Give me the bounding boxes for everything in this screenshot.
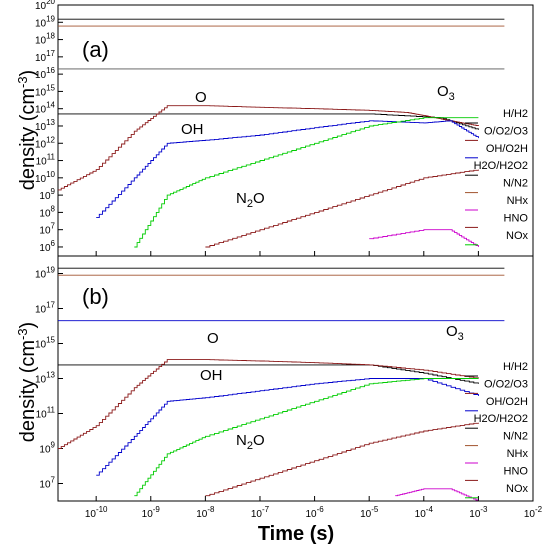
series-line-o-o2-o3 bbox=[58, 105, 479, 191]
panel-b-ylabel: density (cm-3) bbox=[15, 322, 39, 442]
legend-entry-n-n2: N/N2 bbox=[503, 178, 528, 190]
series-line-oh-o2h bbox=[96, 378, 479, 476]
y-tick-label: 108 bbox=[39, 204, 55, 219]
annotation-a-OH: OH bbox=[181, 121, 204, 138]
legend-entry-h2o-h2o2: H2O/H2O2 bbox=[474, 413, 528, 425]
legend-a: H/H2 O/O2/O3 OH/O2H H2O/H2O2 N/N2 NHx HNO NOx bbox=[465, 108, 529, 246]
y-tick-label: 106 bbox=[39, 239, 55, 254]
series-line-nhx bbox=[369, 229, 479, 247]
panel-a-ylabel: density (cm-3) bbox=[15, 70, 39, 190]
annotation-a-N2O: N2O bbox=[236, 190, 265, 210]
x-axis: 10-10 10-9 10-8 10-7 10-6 10-5 10-4 10-3 10-2 bbox=[85, 251, 543, 520]
legend-entry-o-o2-o3: O/O2/O3 bbox=[484, 125, 528, 137]
legend-entry-n-n2: N/N2 bbox=[503, 431, 528, 443]
y-tick-label: 109 bbox=[39, 441, 55, 456]
series-line-nox bbox=[134, 117, 479, 248]
y-tick-label: 109 bbox=[39, 187, 55, 202]
legend-entry-nhx: NHx bbox=[507, 195, 529, 207]
series-line-h2o-h2o2 bbox=[58, 113, 479, 130]
panel-a-label: (a) bbox=[82, 37, 109, 62]
x-tick-label: 10-2 bbox=[524, 505, 543, 520]
series-line-hno bbox=[205, 169, 479, 248]
x-tick-label: 10-7 bbox=[251, 505, 270, 520]
x-tick-label: 10-6 bbox=[305, 505, 324, 520]
panel-b-label: (b) bbox=[82, 284, 109, 309]
y-tick-label: 1020 bbox=[35, 0, 56, 12]
x-tick-label: 10-8 bbox=[196, 505, 215, 520]
annotation-a-O3: O3 bbox=[437, 83, 455, 103]
legend-entry-h2o-h2o2: H2O/H2O2 bbox=[474, 160, 528, 172]
legend-entry-o-o2-o3: O/O2/O3 bbox=[484, 378, 528, 390]
series-line-h2o-h2o2 bbox=[58, 364, 479, 384]
legend-entry-h-h2: H/H2 bbox=[503, 108, 528, 120]
legend-entry-oh-o2h: OH/O2H bbox=[486, 396, 528, 408]
y-tick-label: 1017 bbox=[35, 49, 56, 64]
y-tick-label: 107 bbox=[39, 222, 55, 237]
legend-entry-hno: HNO bbox=[504, 465, 529, 477]
series-line-hno bbox=[205, 422, 479, 497]
x-tick-label: 10-4 bbox=[415, 505, 434, 520]
series-line-o-o2-o3 bbox=[58, 359, 479, 449]
y-tick-label: 107 bbox=[39, 476, 55, 491]
annotation-b-O: O bbox=[207, 330, 219, 347]
annotation-b-N2O: N2O bbox=[236, 432, 265, 452]
x-tick-label: 10-9 bbox=[142, 505, 161, 520]
series-line-oh-o2h bbox=[96, 120, 479, 219]
y-tick-label: 1019 bbox=[35, 266, 56, 281]
x-tick-label: 10-5 bbox=[360, 505, 379, 520]
legend-entry-nox: NOx bbox=[506, 483, 529, 495]
annotation-b-OH: OH bbox=[200, 367, 223, 384]
legend-entry-nhx: NHx bbox=[507, 448, 529, 460]
legend-entry-h-h2: H/H2 bbox=[503, 361, 528, 373]
annotation-b-O3: O3 bbox=[446, 323, 464, 343]
series-line-nhx bbox=[395, 488, 479, 501]
series-line-nox bbox=[134, 378, 479, 497]
y-tick-label: 1019 bbox=[35, 14, 56, 29]
legend-entry-hno: HNO bbox=[504, 212, 529, 224]
legend-entry-nox: NOx bbox=[506, 230, 529, 242]
x-axis-label: Time (s) bbox=[258, 523, 334, 545]
legend-b: H/H2 O/O2/O3 OH/O2H H2O/H2O2 N/N2 NHx HNO NOx bbox=[465, 361, 529, 499]
legend-entry-oh-o2h: OH/O2H bbox=[486, 143, 528, 155]
x-tick-label: 10-10 bbox=[85, 505, 108, 520]
x-tick-label: 10-3 bbox=[469, 505, 488, 520]
y-tick-label: 1017 bbox=[35, 301, 56, 316]
annotation-a-O: O bbox=[195, 89, 207, 106]
y-tick-label: 1018 bbox=[35, 32, 56, 47]
